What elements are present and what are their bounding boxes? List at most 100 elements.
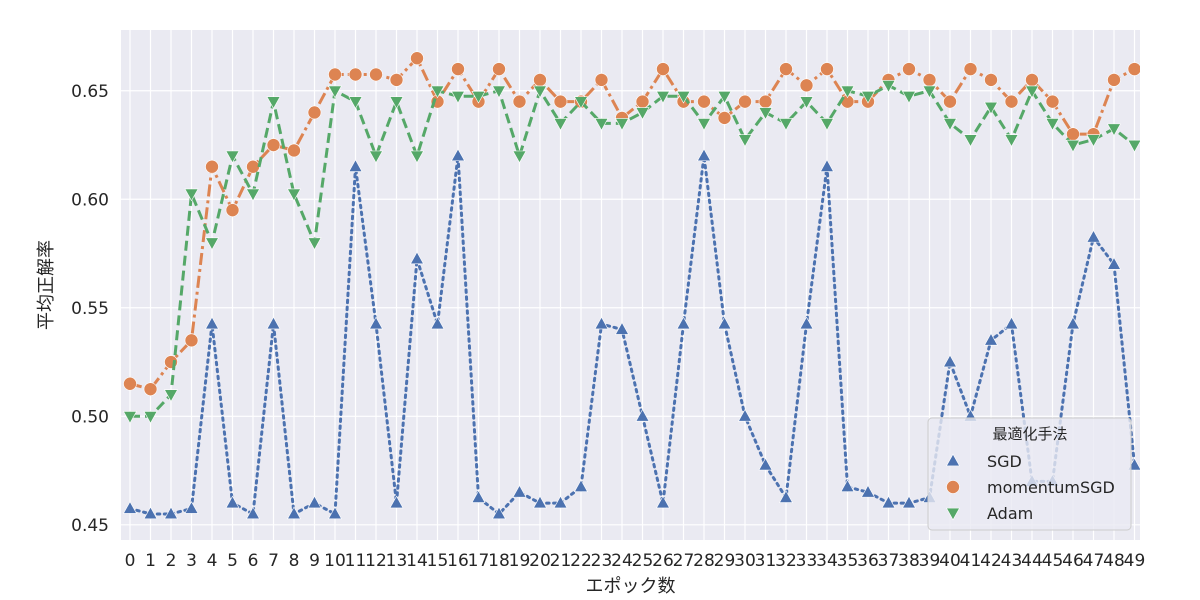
data-point-momentumsgd — [266, 138, 281, 152]
x-tick-label: 26 — [652, 551, 674, 571]
x-axis-label: エポック数 — [586, 576, 676, 597]
x-tick-label: 38 — [898, 551, 920, 571]
data-point-sgd — [307, 495, 322, 509]
data-point-momentumsgd — [389, 73, 404, 87]
data-point-sgd — [676, 316, 691, 330]
x-tick-label: 3 — [186, 551, 197, 571]
y-tick-label: 0.55 — [71, 299, 109, 319]
x-tick-label: 35 — [837, 551, 859, 571]
data-point-adam — [368, 150, 384, 164]
x-tick-label: 27 — [673, 551, 695, 571]
data-point-adam — [614, 118, 630, 131]
data-point-adam — [409, 150, 425, 164]
data-point-sgd — [143, 506, 158, 520]
data-point-adam — [840, 85, 855, 99]
data-point-sgd — [532, 495, 548, 509]
x-tick-label: 37 — [878, 551, 900, 571]
x-tick-label: 1 — [145, 551, 156, 571]
x-tick-label: 33 — [796, 551, 818, 571]
data-point-sgd — [881, 495, 896, 509]
x-tick-label: 0 — [125, 551, 136, 571]
data-point-adam — [942, 118, 958, 131]
data-point-sgd — [1065, 316, 1081, 330]
data-point-momentumsgd — [717, 111, 732, 125]
series-line-momentumsgd — [129, 55, 1136, 391]
y-tick-label: 0.65 — [71, 82, 109, 102]
data-point-adam — [143, 411, 158, 424]
data-point-adam — [184, 188, 199, 202]
legend: 最適化手法 SGD momentumSGD Adam — [927, 417, 1132, 531]
data-point-adam — [389, 96, 404, 110]
y-axis-ticks: 0.45 0.50 0.55 0.60 0.65 — [71, 82, 109, 536]
data-point-momentumsgd — [799, 78, 814, 93]
data-point-adam — [799, 96, 814, 110]
data-point-adam — [307, 237, 322, 251]
legend-label-sgd: SGD — [987, 452, 1022, 471]
data-point-adam — [286, 188, 302, 202]
x-tick-label: 11 — [345, 551, 367, 571]
data-point-adam — [922, 85, 937, 99]
data-point-adam — [635, 107, 650, 120]
data-point-adam — [1045, 118, 1060, 131]
data-point-momentumsgd — [205, 159, 219, 174]
data-point-adam — [327, 85, 343, 99]
data-point-sgd — [1086, 229, 1101, 243]
x-tick-label: 47 — [1083, 551, 1105, 571]
data-point-momentumsgd — [225, 203, 240, 217]
data-point-sgd — [758, 457, 773, 471]
data-point-sgd — [635, 408, 650, 422]
x-tick-label: 29 — [714, 551, 736, 571]
data-point-sgd — [553, 495, 568, 509]
data-point-momentumsgd — [697, 94, 711, 109]
data-point-sgd — [860, 484, 876, 498]
data-point-adam — [553, 118, 568, 131]
data-point-sgd — [225, 495, 240, 509]
data-point-sgd — [389, 495, 404, 509]
x-tick-label: 5 — [227, 551, 238, 571]
x-tick-label: 7 — [268, 551, 279, 571]
data-point-sgd — [163, 506, 179, 520]
x-tick-label: 8 — [289, 551, 300, 571]
data-point-momentumsgd — [984, 73, 998, 87]
data-point-momentumsgd — [963, 62, 978, 76]
data-point-adam — [1024, 85, 1040, 99]
x-tick-label: 32 — [775, 551, 797, 571]
legend-box — [927, 417, 1132, 531]
x-tick-label: 23 — [591, 551, 613, 571]
x-tick-label: 45 — [1042, 551, 1064, 571]
data-point-adam — [532, 85, 548, 99]
data-point-momentumsgd — [779, 62, 793, 76]
x-tick-label: 16 — [447, 551, 469, 571]
data-point-adam — [860, 91, 876, 104]
data-point-adam — [512, 150, 527, 164]
data-point-momentumsgd — [594, 73, 609, 87]
x-tick-label: 12 — [365, 551, 387, 571]
data-point-momentumsgd — [451, 62, 465, 76]
x-tick-label: 49 — [1124, 551, 1146, 571]
data-point-adam — [717, 91, 732, 104]
x-tick-label: 42 — [980, 551, 1002, 571]
data-point-adam — [655, 91, 671, 104]
x-tick-label: 24 — [611, 551, 633, 571]
data-point-adam — [676, 91, 691, 104]
x-tick-label: 10 — [324, 551, 346, 571]
x-tick-label: 34 — [816, 551, 838, 571]
data-point-sgd — [655, 495, 671, 509]
x-tick-label: 48 — [1103, 551, 1125, 571]
data-point-adam — [758, 107, 773, 120]
legend-label-adam: Adam — [987, 504, 1033, 523]
data-point-momentumsgd — [820, 62, 834, 76]
data-point-sgd — [819, 159, 835, 172]
data-point-sgd — [409, 251, 425, 265]
data-point-sgd — [368, 316, 384, 330]
legend-title: 最適化手法 — [992, 425, 1067, 443]
data-point-sgd — [491, 506, 507, 520]
data-point-sgd — [1106, 256, 1122, 270]
data-point-momentumsgd — [553, 94, 568, 109]
data-point-adam — [881, 80, 896, 93]
x-tick-label: 13 — [386, 551, 408, 571]
data-point-sgd — [348, 159, 363, 172]
data-point-momentumsgd — [922, 73, 937, 87]
y-tick-label: 0.45 — [71, 516, 109, 536]
data-point-momentumsgd — [246, 159, 260, 174]
